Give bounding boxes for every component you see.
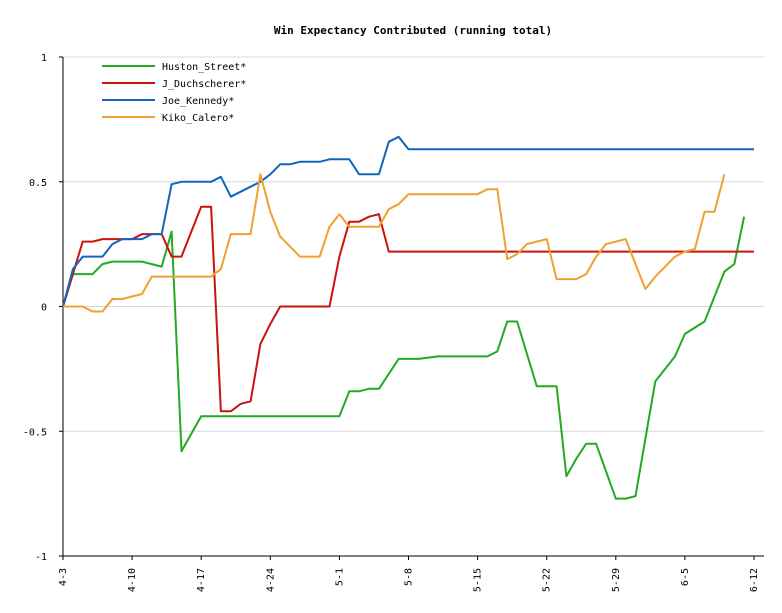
x-tick-label: 5-8: [404, 568, 415, 586]
y-tick-label: -1: [35, 552, 47, 563]
y-axis-ticks: 1 0.5 0 -0.5 -1: [23, 53, 63, 563]
x-tick-label: 5-29: [611, 568, 622, 592]
x-tick-label: 4-10: [127, 568, 138, 592]
legend-label: Joe_Kennedy*: [162, 96, 234, 107]
chart-title: Win Expectancy Contributed (running tota…: [274, 24, 552, 37]
legend-label: J_Duchscherer*: [162, 79, 246, 90]
x-tick-label: 6-5: [680, 568, 691, 586]
x-tick-label: 4-3: [58, 568, 69, 586]
legend: Huston_Street* J_Duchscherer* Joe_Kennedy*…: [102, 62, 246, 124]
series-line-huston-street: [62, 216, 746, 500]
x-tick-label: 4-24: [265, 568, 276, 592]
x-tick-label: 5-1: [334, 568, 345, 586]
series-line-kiko-calero: [63, 173, 726, 313]
x-tick-label: 5-15: [473, 568, 484, 592]
series-line-j-duchscherer: [62, 205, 754, 413]
y-tick-label: 1: [41, 53, 47, 64]
y-tick-label: 0: [41, 303, 47, 314]
series-lines: [62, 135, 754, 500]
legend-label: Kiko_Calero*: [162, 113, 234, 124]
x-axis-ticks: 4-3 4-10 4-17 4-24 5-1 5-8 5-15 5-22 5-29 6-5 6-12: [58, 556, 760, 592]
x-tick-label: 5-22: [542, 568, 553, 592]
x-tick-label: 6-12: [749, 568, 760, 592]
x-tick-label: 4-17: [196, 568, 207, 592]
y-tick-label: -0.5: [23, 427, 47, 438]
series-line-joe-kennedy: [62, 135, 754, 307]
y-tick-label: 0.5: [29, 178, 47, 189]
legend-label: Huston_Street*: [162, 62, 246, 73]
